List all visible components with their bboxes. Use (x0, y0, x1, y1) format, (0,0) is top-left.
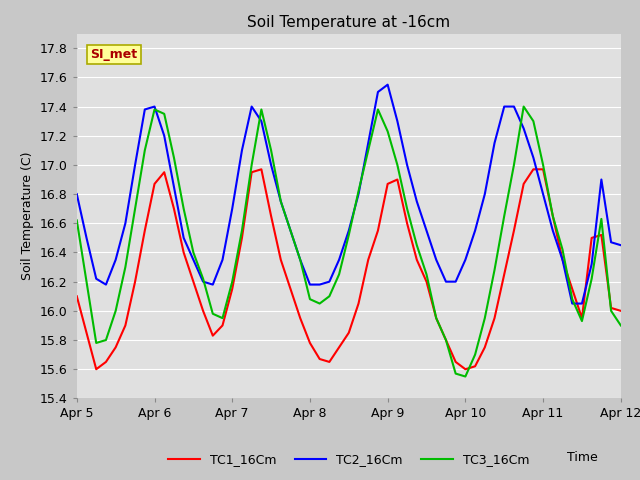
Line: TC3_16Cm: TC3_16Cm (77, 107, 621, 376)
TC3_16Cm (617, 323, 625, 328)
TC2_16Cm (568, 300, 576, 306)
Y-axis label: Soil Temperature (C): Soil Temperature (C) (21, 152, 35, 280)
TC1_16Cm (617, 308, 625, 314)
TC1_16Cm (228, 286, 236, 292)
TC2_16Cm (461, 257, 469, 263)
TC2_16Cm (306, 282, 314, 288)
TC2_16Cm (92, 276, 100, 282)
TC1_16Cm (326, 359, 333, 365)
Text: Time: Time (567, 451, 598, 464)
Line: TC2_16Cm: TC2_16Cm (77, 84, 621, 303)
TC1_16Cm (471, 363, 479, 369)
TC2_16Cm (102, 282, 110, 288)
TC2_16Cm (452, 279, 460, 285)
TC3_16Cm (452, 371, 460, 376)
TC3_16Cm (92, 340, 100, 346)
TC3_16Cm (461, 373, 469, 379)
TC2_16Cm (219, 257, 227, 263)
Title: Soil Temperature at -16cm: Soil Temperature at -16cm (247, 15, 451, 30)
Legend: TC1_16Cm, TC2_16Cm, TC3_16Cm: TC1_16Cm, TC2_16Cm, TC3_16Cm (163, 448, 534, 471)
Text: SI_met: SI_met (90, 48, 138, 61)
TC1_16Cm (112, 345, 120, 350)
TC3_16Cm (102, 337, 110, 343)
TC2_16Cm (73, 191, 81, 197)
TC1_16Cm (102, 359, 110, 365)
TC1_16Cm (92, 366, 100, 372)
TC3_16Cm (219, 315, 227, 321)
Line: TC1_16Cm: TC1_16Cm (77, 169, 621, 369)
TC3_16Cm (442, 337, 450, 343)
TC2_16Cm (617, 242, 625, 248)
TC3_16Cm (306, 296, 314, 302)
TC2_16Cm (384, 82, 392, 87)
TC1_16Cm (73, 293, 81, 299)
TC1_16Cm (257, 167, 265, 172)
TC3_16Cm (73, 217, 81, 223)
TC1_16Cm (461, 366, 469, 372)
TC3_16Cm (520, 104, 527, 109)
